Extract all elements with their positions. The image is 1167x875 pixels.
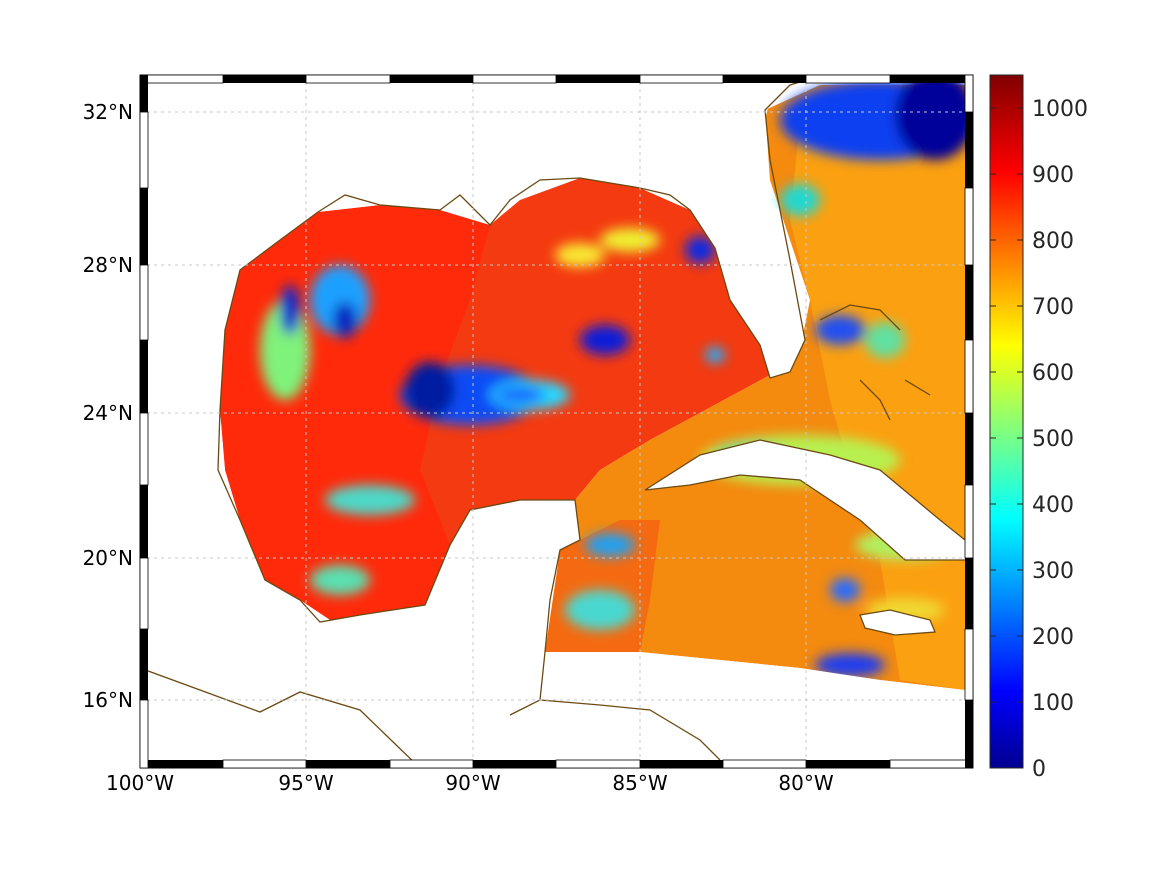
colorbar-label: 700 xyxy=(1032,295,1074,320)
colorbar-label: 800 xyxy=(1032,229,1074,254)
mexico-land xyxy=(140,410,580,768)
central-america xyxy=(360,652,973,768)
latitude-labels: 32°N 28°N 24°N 20°N 16°N xyxy=(83,100,133,712)
usa-gulf-coast xyxy=(140,75,520,410)
jamaica-coastline xyxy=(859,609,936,636)
bahamas-coastline xyxy=(819,304,931,421)
cuba-land xyxy=(645,440,965,560)
land-masks xyxy=(140,75,973,768)
lat-label: 32°N xyxy=(83,100,133,124)
lon-label: 80°W xyxy=(778,771,833,795)
texas-mexico-coastline xyxy=(217,211,581,716)
cuba-coastline xyxy=(644,439,966,561)
colorbar-label: 900 xyxy=(1032,163,1074,188)
colorbar-label: 200 xyxy=(1032,625,1074,650)
colorbar-gradient xyxy=(989,74,1024,769)
map-area xyxy=(140,75,973,768)
colorbar: 0 100 200 300 400 500 600 700 800 900 10… xyxy=(989,74,1088,782)
lon-label: 95°W xyxy=(278,771,333,795)
lon-label: 85°W xyxy=(612,771,667,795)
coastlines xyxy=(140,75,966,768)
lat-label: 24°N xyxy=(83,401,133,425)
lat-label: 28°N xyxy=(83,253,133,277)
usa-coastline xyxy=(317,75,821,379)
data-field xyxy=(220,75,973,690)
lon-label: 90°W xyxy=(445,771,500,795)
lat-label: 20°N xyxy=(83,546,133,570)
colorbar-label: 1000 xyxy=(1032,97,1088,122)
colorbar-label: 400 xyxy=(1032,493,1074,518)
colorbar-ticks xyxy=(990,107,1023,769)
colorbar-label: 100 xyxy=(1032,691,1074,716)
graticule xyxy=(140,75,973,768)
florida-land xyxy=(520,75,805,378)
colorbar-label: 300 xyxy=(1032,559,1074,584)
longitude-labels: 100°W 95°W 90°W 85°W 80°W xyxy=(106,771,834,795)
colorbar-label: 0 xyxy=(1032,757,1046,782)
colorbar-label: 600 xyxy=(1032,361,1074,386)
colorbar-label: 500 xyxy=(1032,427,1074,452)
central-america-coastline xyxy=(140,667,421,768)
lat-label: 16°N xyxy=(83,688,133,712)
lon-label: 100°W xyxy=(106,771,174,795)
colorbar-labels: 0 100 200 300 400 500 600 700 800 900 10… xyxy=(1032,97,1088,782)
honduras-coastline xyxy=(539,699,721,761)
map-frame xyxy=(139,74,974,769)
jamaica-land xyxy=(860,610,935,635)
